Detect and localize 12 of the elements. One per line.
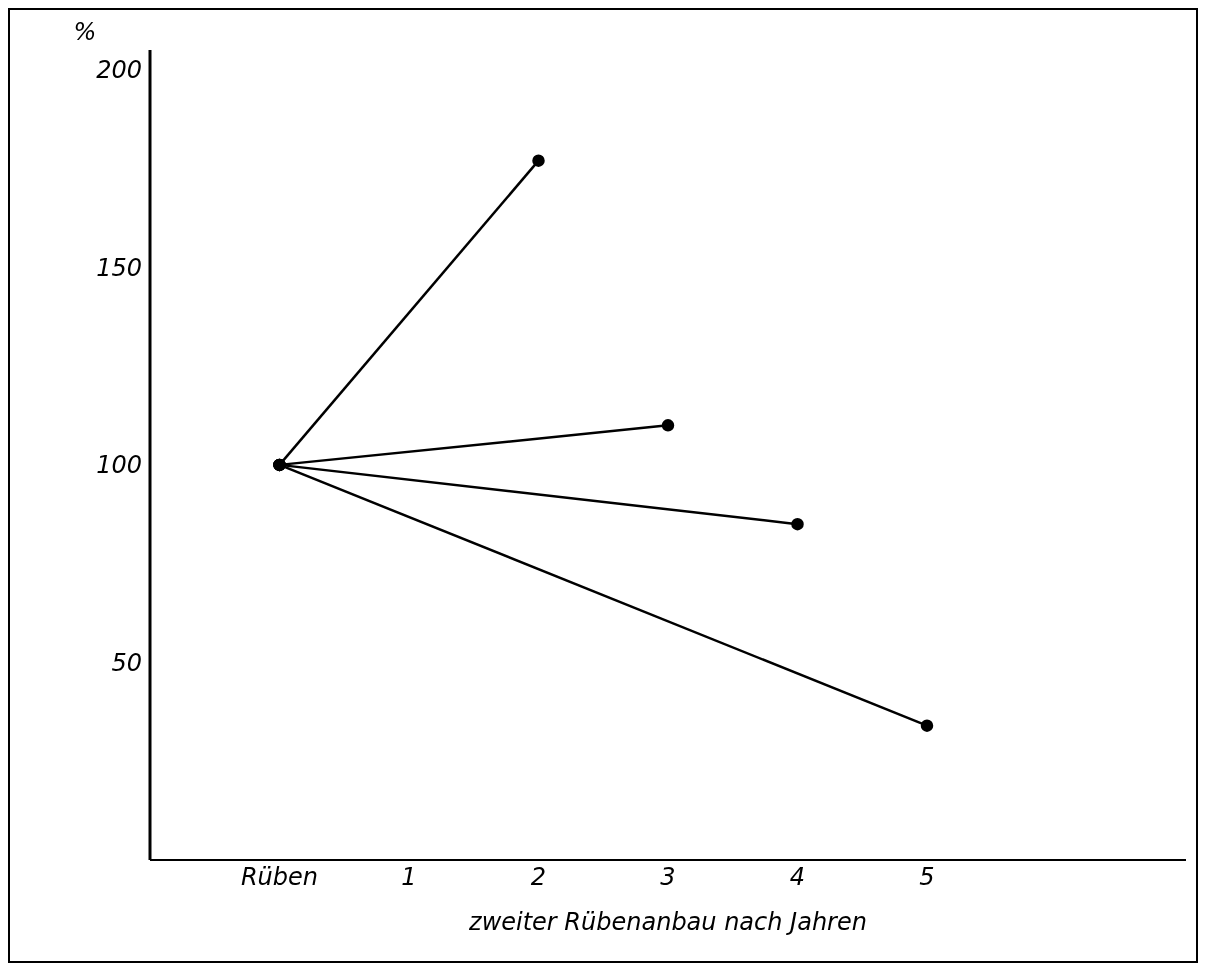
y-tick-label: 50 [111, 648, 142, 677]
x-tick-label: 1 [401, 863, 417, 892]
x-tick-label: Rüben [240, 863, 319, 892]
y-tick-label: 100 [96, 451, 142, 480]
x-tick-label: 5 [919, 863, 935, 892]
y-tick-label: 150 [96, 253, 142, 282]
x-axis-title: zweiter Rübenanbau nach Jahren [468, 908, 867, 936]
x-tick-label: 3 [660, 863, 676, 892]
y-axis-title: % [73, 18, 97, 46]
x-tick-label: 4 [789, 863, 806, 892]
x-tick-label: 2 [530, 863, 547, 892]
y-tick-label: 200 [96, 56, 142, 85]
